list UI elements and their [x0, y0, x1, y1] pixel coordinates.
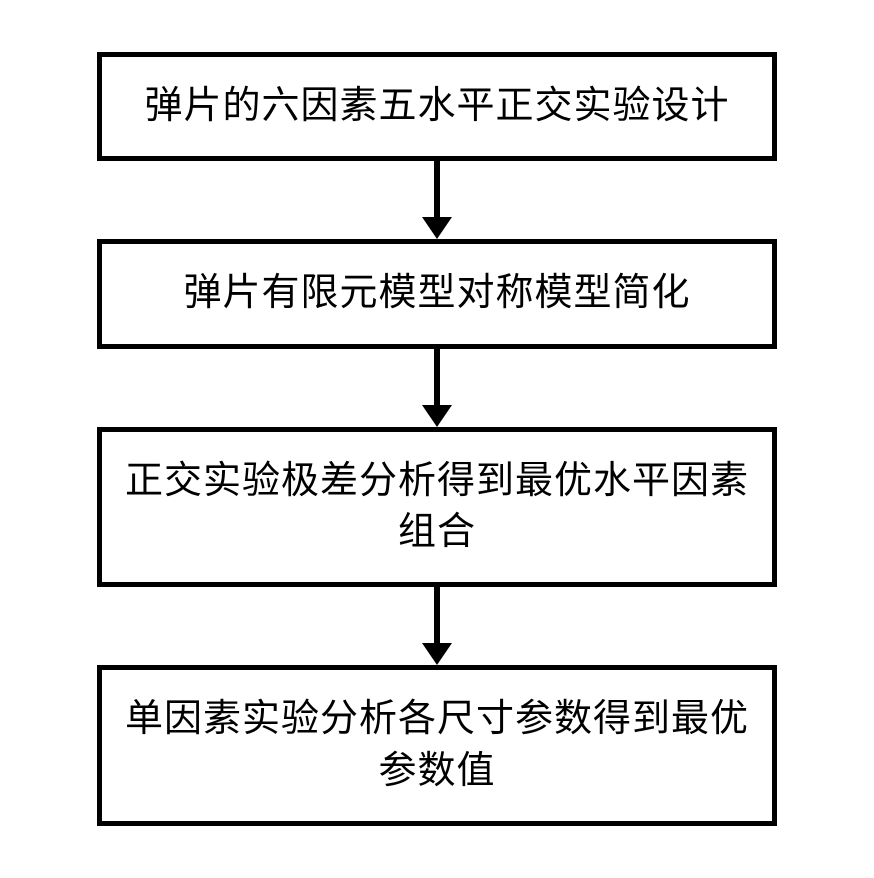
arrow-head-icon: [422, 217, 452, 239]
arrow-line: [434, 161, 440, 217]
arrow-line: [434, 349, 440, 405]
arrow-2: [422, 349, 452, 427]
arrow-head-icon: [422, 643, 452, 665]
arrow-1: [422, 161, 452, 239]
flowchart-step-2: 弹片有限元模型对称模型简化: [97, 239, 777, 348]
flowchart-step-1: 弹片的六因素五水平正交实验设计: [97, 52, 777, 161]
arrow-3: [422, 587, 452, 665]
step-label: 弹片有限元模型对称模型简化: [183, 272, 690, 314]
arrow-head-icon: [422, 405, 452, 427]
flowchart-step-4: 单因素实验分析各尺寸参数得到最优参数值: [97, 665, 777, 826]
arrow-line: [434, 587, 440, 643]
step-label: 单因素实验分析各尺寸参数得到最优参数值: [125, 698, 749, 791]
flowchart-step-3: 正交实验极差分析得到最优水平因素组合: [97, 427, 777, 588]
flowchart-container: 弹片的六因素五水平正交实验设计 弹片有限元模型对称模型简化 正交实验极差分析得到…: [97, 52, 777, 826]
step-label: 弹片的六因素五水平正交实验设计: [144, 85, 729, 127]
step-label: 正交实验极差分析得到最优水平因素组合: [125, 460, 749, 553]
